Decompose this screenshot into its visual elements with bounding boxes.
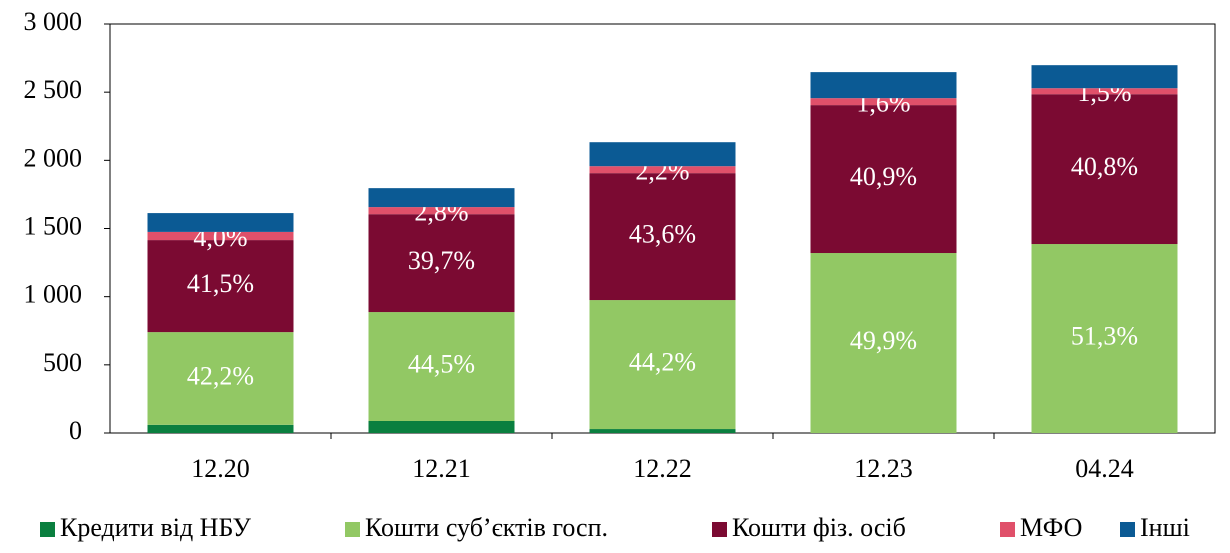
legend-swatch (1120, 522, 1135, 537)
legend-label: Кредити від НБУ (60, 513, 251, 542)
bar-segment (147, 424, 294, 433)
bar-segment (368, 207, 515, 215)
legend-swatch (40, 522, 55, 537)
bar-segment (589, 173, 736, 301)
bar-segment (810, 72, 957, 99)
bar-segment (1031, 65, 1178, 89)
y-tick-label: 2 000 (24, 143, 83, 172)
bar-segment (589, 142, 736, 167)
share-label: 40,9% (850, 162, 917, 191)
bar-segment (589, 166, 736, 174)
bar-segment (810, 98, 957, 106)
share-label: 49,9% (850, 326, 917, 355)
x-tick-label: 04.24 (1075, 454, 1134, 483)
y-tick-label: 0 (69, 416, 82, 445)
legend-swatch (345, 522, 360, 537)
bar-segment (1031, 88, 1178, 95)
share-label: 40,8% (1071, 152, 1138, 181)
y-tick-label: 500 (43, 348, 82, 377)
bar-segment (1031, 94, 1178, 245)
bar-segment (589, 429, 736, 433)
bar-segment (368, 188, 515, 208)
bar-segment (810, 253, 957, 433)
share-label: 44,5% (408, 350, 475, 379)
x-tick-label: 12.22 (633, 454, 692, 483)
legend-label: МФО (1020, 513, 1082, 542)
y-tick-label: 3 000 (24, 7, 83, 36)
share-label: 41,5% (187, 269, 254, 298)
legend-swatch (1000, 522, 1015, 537)
bar-segment (368, 214, 515, 313)
x-tick-label: 12.23 (854, 454, 913, 483)
x-tick-label: 12.20 (191, 454, 250, 483)
bar-segment (589, 300, 736, 430)
legend-label: Кошти фіз. осіб (732, 513, 906, 542)
share-label: 42,2% (187, 361, 254, 390)
legend-swatch (712, 522, 727, 537)
y-tick-label: 1 500 (24, 211, 83, 240)
bar-segment (147, 231, 294, 241)
share-label: 44,2% (629, 348, 696, 377)
x-tick-label: 12.21 (412, 454, 471, 483)
bar-segment (147, 213, 294, 232)
share-label: 39,7% (408, 246, 475, 275)
legend-label: Інші (1140, 513, 1190, 542)
y-tick-label: 1 000 (24, 280, 83, 309)
bar-segment (147, 332, 294, 425)
share-label: 43,6% (629, 220, 696, 249)
share-label: 51,3% (1071, 321, 1138, 350)
bar-segment (368, 312, 515, 422)
bar-segment (147, 240, 294, 333)
bar-segment (810, 105, 957, 254)
y-tick-label: 2 500 (24, 75, 83, 104)
legend-label: Кошти суб’єктів госп. (365, 513, 608, 542)
bar-segment (368, 421, 515, 433)
bar-segment (1031, 244, 1178, 433)
